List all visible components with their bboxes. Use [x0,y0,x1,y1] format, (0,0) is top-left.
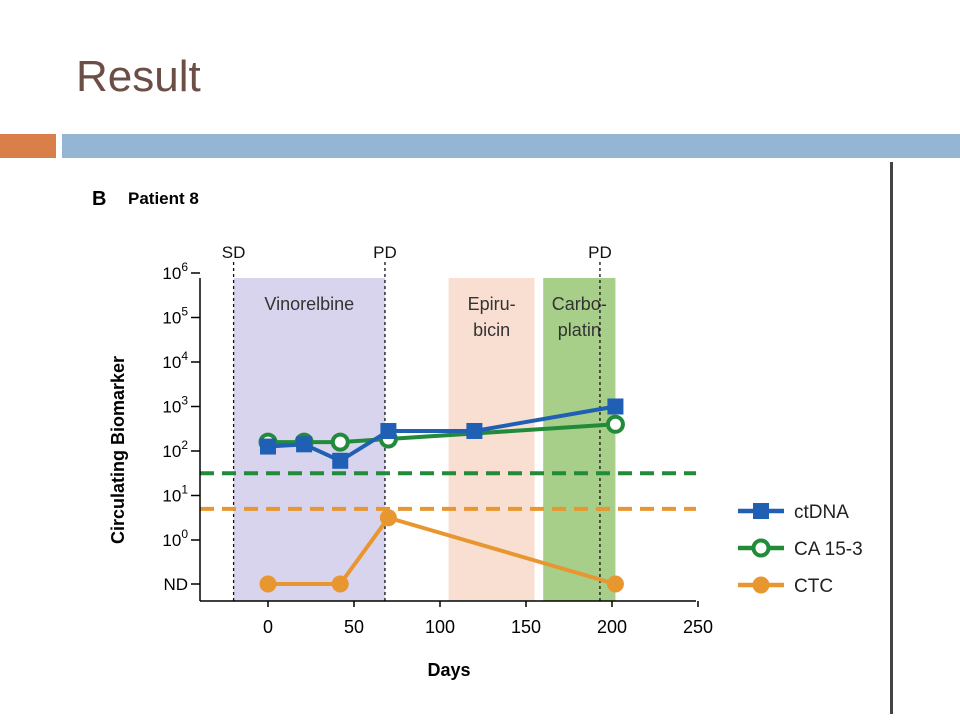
y-tick-label: 104 [162,349,188,372]
title-accent-bar [0,134,56,158]
legend-label: CA 15-3 [794,539,863,560]
panel-letter: B [92,188,106,210]
figure-right-rule [890,162,893,714]
y-tick-label: 100 [162,527,188,550]
data-point [331,575,349,593]
treatment-label: platin [558,320,601,340]
y-tick-label: ND [163,575,188,594]
legend-marker [752,576,770,594]
treatment-band [543,278,616,601]
legend-label: ctDNA [794,502,849,523]
x-tick-label: 100 [425,617,455,637]
treatment-label: bicin [473,320,510,340]
series-line [268,515,617,586]
data-point [259,575,277,593]
x-tick-label: 200 [597,617,627,637]
x-tick-label: 0 [263,617,273,637]
y-tick-label: 106 [162,260,188,283]
treatment-label: Vinorelbine [264,294,354,314]
y-axis-label: Circulating Biomarker [108,356,128,544]
data-point [330,432,350,452]
y-tick-label: 101 [162,483,188,506]
data-point [332,452,349,469]
x-tick-label: 150 [511,617,541,637]
y-tick-label: 103 [162,394,188,417]
legend-marker [753,503,769,519]
data-point [296,436,313,453]
data-point [379,509,397,527]
title-underline-bar [62,134,960,158]
y-tick-label: 102 [162,438,188,461]
legend-marker [751,538,771,558]
treatment-label: Carbo- [552,294,607,314]
slide-title: Result [76,52,201,101]
data-point [607,398,624,415]
x-tick-label: 50 [344,617,364,637]
x-axis-label: Days [427,660,470,680]
event-label: SD [222,243,246,262]
y-tick-label: 105 [162,305,188,328]
data-point [466,422,483,439]
treatment-label: Epiru- [468,294,516,314]
x-tick-label: 250 [683,617,713,637]
data-point [260,438,276,455]
legend-label: CTC [794,576,833,597]
data-point [605,414,625,434]
event-label: PD [373,243,397,262]
event-label: PD [588,243,612,262]
data-point [606,575,624,593]
data-point [380,422,397,439]
panel-title: Patient 8 [128,189,199,208]
